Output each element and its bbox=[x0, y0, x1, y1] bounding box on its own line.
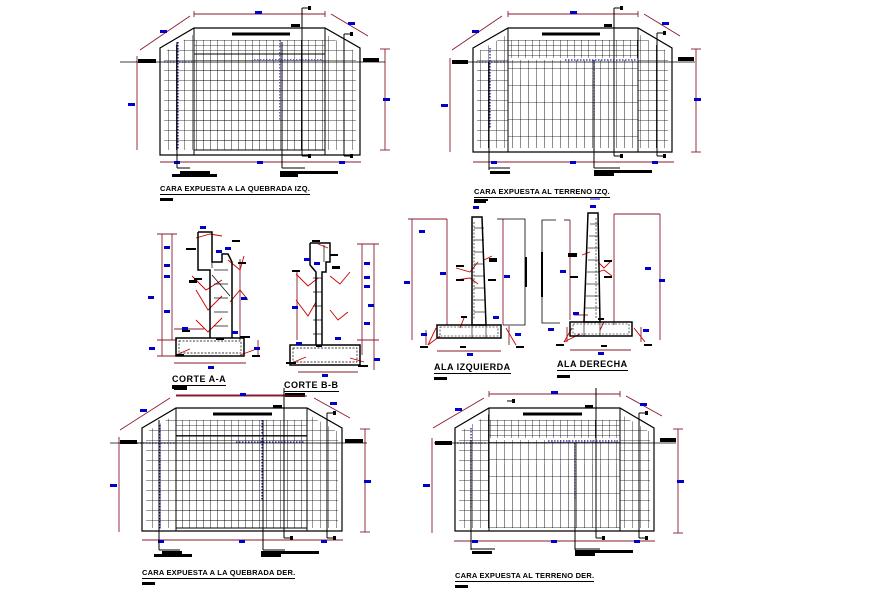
wing-left bbox=[404, 200, 527, 380]
view-title-quebrada-izq: CARA EXPUESTA A LA QUEBRADA IZQ. bbox=[160, 184, 311, 195]
elevation-terreno-der bbox=[423, 388, 684, 556]
view-title-ala-derecha: ALA DERECHA bbox=[557, 359, 628, 371]
scale-bar bbox=[160, 198, 173, 201]
view-title-corte-b-b: CORTE B-B bbox=[284, 380, 339, 392]
view-title-terreno-der: CARA EXPUESTA AL TERRENO DER. bbox=[455, 571, 595, 582]
elevation-quebrada-izq bbox=[120, 6, 390, 177]
elevation-terreno-izq bbox=[441, 6, 701, 201]
wing-right bbox=[541, 205, 665, 378]
section-a-a bbox=[148, 226, 290, 396]
elevation-quebrada-der bbox=[110, 386, 371, 557]
view-title-ala-izquierda: ALA IZQUIERDA bbox=[434, 362, 511, 374]
section-b-b bbox=[285, 240, 380, 397]
scale-bar bbox=[142, 582, 155, 585]
view-title-corte-a-a: CORTE A-A bbox=[172, 374, 227, 386]
view-title-quebrada-der: CARA EXPUESTA A LA QUEBRADA DER. bbox=[142, 568, 296, 579]
view-title-terreno-izq: CARA EXPUESTA AL TERRENO IZQ. bbox=[474, 187, 610, 198]
scale-bar bbox=[455, 585, 468, 588]
